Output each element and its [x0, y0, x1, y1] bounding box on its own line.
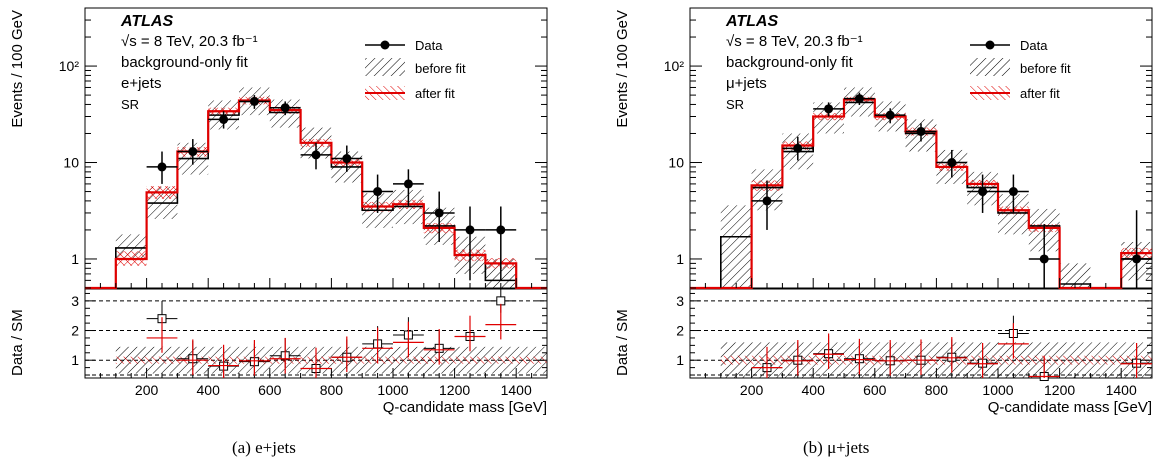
channel-label: μ+jets [726, 75, 767, 92]
data-point [403, 179, 413, 189]
data-point [916, 126, 926, 136]
x-tick-label: 400 [802, 382, 826, 398]
ratio-y-tick-label: 1 [71, 352, 79, 368]
y-axis-title: Events / 100 GeV [9, 10, 26, 128]
data-point [188, 147, 198, 157]
data-point [947, 158, 957, 168]
data-point [157, 162, 167, 172]
data-point [342, 154, 352, 164]
data-point [219, 114, 229, 124]
panel-mu-jets: 1 10 10² 200 400 600 800 1000 1200 1400 1 2 3 Q-candi… [614, 7, 1153, 416]
data-point [824, 104, 834, 114]
x-tick-label: 800 [320, 382, 344, 398]
x-axis-title: Q-candidate mass [GeV] [988, 399, 1152, 416]
caption-e-jets: (a) e+jets [232, 438, 296, 457]
y-tick-label: 10² [664, 58, 685, 74]
ratio-y-axis-title: Data / SM [9, 309, 26, 376]
data-point [762, 196, 772, 206]
energy-lumi-label: √s = 8 TeV, 20.3 fb⁻¹ [726, 33, 863, 50]
data-point [793, 143, 803, 153]
data-point [434, 208, 444, 218]
atlas-label: ATLAS [725, 13, 778, 30]
x-tick-label: 1200 [439, 382, 470, 398]
data-point [1039, 254, 1049, 264]
data-point [496, 225, 506, 235]
data-point [978, 187, 988, 197]
y-tick-label: 10² [59, 58, 80, 74]
x-tick-label: 1400 [1106, 382, 1137, 398]
ratio-before-fit-marker [496, 296, 506, 306]
data-point [249, 96, 259, 106]
ratio-y-tick-label: 1 [676, 352, 684, 368]
legend-before-fit-swatch [970, 58, 1010, 76]
y-tick-label: 1 [676, 251, 684, 267]
ratio-after-fit-band [115, 356, 548, 364]
region-label: SR [726, 97, 744, 112]
panel-e-jets: 1 10 10² 200 400 600 800 1000 1200 1400 1 2 3 Q-candi… [9, 7, 548, 416]
before-fit-band [720, 205, 752, 288]
x-tick-label: 600 [258, 382, 282, 398]
data-point [1132, 254, 1142, 264]
ratio-y-tick-label: 2 [676, 323, 684, 339]
y-tick-label: 1 [71, 251, 79, 267]
data-point [373, 187, 383, 197]
x-tick-label: 1400 [501, 382, 532, 398]
region-label: SR [121, 97, 139, 112]
data-point [854, 94, 864, 104]
y-tick-label: 10 [63, 155, 79, 171]
x-tick-label: 1000 [982, 382, 1013, 398]
caption-mu-jets: (b) μ+jets [803, 438, 870, 457]
x-tick-label: 200 [740, 382, 764, 398]
data-point [885, 110, 895, 120]
y-tick-label: 10 [668, 155, 684, 171]
legend-data-marker [380, 40, 390, 50]
y-axis-title: Events / 100 GeV [614, 10, 631, 128]
ratio-y-tick-label: 3 [676, 293, 684, 309]
energy-lumi-label: √s = 8 TeV, 20.3 fb⁻¹ [121, 33, 258, 50]
ratio-y-tick-label: 3 [71, 293, 79, 309]
legend-data-label: Data [1020, 38, 1048, 53]
x-tick-label: 1200 [1044, 382, 1075, 398]
x-tick-label: 400 [197, 382, 221, 398]
legend-before-fit-label: before fit [1020, 61, 1071, 76]
atlas-label: ATLAS [120, 13, 173, 30]
x-tick-label: 800 [925, 382, 949, 398]
x-axis-title: Q-candidate mass [GeV] [383, 399, 547, 416]
ratio-y-tick-label: 2 [71, 323, 79, 339]
data-point [280, 103, 290, 113]
data-point [465, 225, 475, 235]
x-tick-label: 200 [135, 382, 159, 398]
legend-data-label: Data [415, 38, 443, 53]
channel-label: e+jets [121, 75, 161, 92]
ratio-y-axis-title: Data / SM [614, 309, 631, 376]
legend-before-fit-label: before fit [415, 61, 466, 76]
x-tick-label: 600 [863, 382, 887, 398]
x-tick-label: 1000 [377, 382, 408, 398]
fit-type-label: background-only fit [121, 54, 249, 71]
data-point [1008, 187, 1018, 197]
legend-after-fit-label: after fit [1020, 86, 1060, 101]
fit-type-label: background-only fit [726, 54, 854, 71]
legend-before-fit-swatch [365, 58, 405, 76]
legend-after-fit-label: after fit [415, 86, 455, 101]
legend-data-marker [985, 40, 995, 50]
data-point [311, 150, 321, 160]
